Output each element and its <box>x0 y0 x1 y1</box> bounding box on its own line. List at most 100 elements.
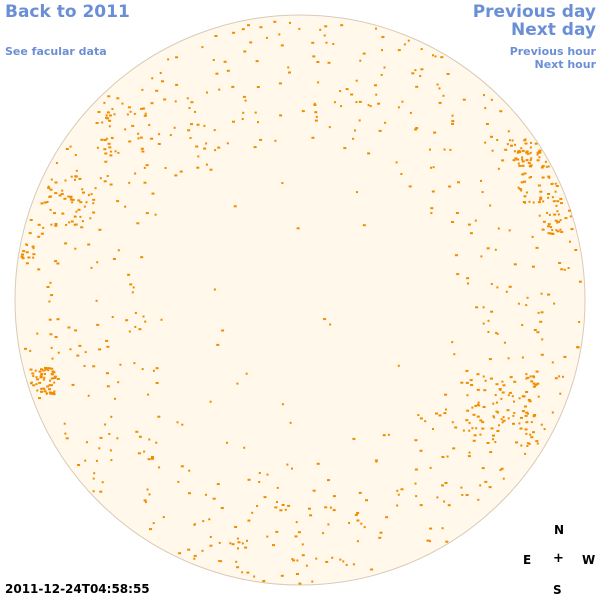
facula-speck <box>272 544 275 547</box>
facula-speck <box>524 414 528 417</box>
facula-speck <box>521 164 525 167</box>
compass-west-label: W <box>582 553 596 567</box>
facula-speck <box>137 452 141 455</box>
facula-speck <box>77 464 81 466</box>
facula-speck <box>420 48 423 51</box>
facula-speck <box>546 211 549 214</box>
facula-speck <box>114 150 117 153</box>
facula-speck <box>69 348 72 351</box>
facula-speck <box>538 156 541 159</box>
facula-speck <box>69 145 72 148</box>
facula-speck <box>295 521 298 524</box>
facula-speck <box>316 462 320 465</box>
facula-speck <box>92 477 95 480</box>
facula-speck <box>533 414 537 416</box>
facula-speck <box>193 557 196 560</box>
facula-speck <box>358 100 362 103</box>
facula-speck <box>133 362 136 365</box>
facula-speck <box>444 393 448 396</box>
facula-speck <box>247 478 251 481</box>
facula-speck <box>68 221 71 224</box>
facula-speck <box>441 484 444 487</box>
facula-speck <box>126 113 129 116</box>
facula-speck <box>135 430 139 433</box>
facula-speck <box>177 480 180 483</box>
facula-speck <box>473 434 477 437</box>
facula-speck <box>175 83 179 86</box>
back-to-year-link[interactable]: Back to 2011 <box>5 2 130 22</box>
facula-speck <box>296 559 299 562</box>
facula-speck <box>557 220 561 223</box>
facula-speck <box>21 253 24 256</box>
facula-speck <box>540 166 544 169</box>
facula-speck <box>471 406 474 409</box>
facula-speck <box>530 141 532 144</box>
facula-speck <box>378 536 382 539</box>
facula-speck <box>502 384 506 387</box>
facula-speck <box>173 126 176 129</box>
facula-speck <box>152 522 155 525</box>
facula-speck <box>492 402 495 405</box>
facula-speck <box>492 434 495 437</box>
facula-speck <box>465 494 469 496</box>
facula-speck <box>352 563 355 566</box>
see-facular-data-link[interactable]: See facular data <box>5 45 107 58</box>
facula-speck <box>477 403 479 406</box>
facula-speck <box>397 49 401 52</box>
facula-speck <box>174 174 178 177</box>
facula-speck <box>547 165 550 168</box>
facula-speck <box>525 373 528 376</box>
facula-speck <box>99 436 103 439</box>
facula-speck <box>523 180 527 183</box>
facula-speck <box>158 466 161 469</box>
facula-speck <box>53 381 56 384</box>
facula-speck <box>54 336 58 338</box>
facula-speck <box>513 400 515 403</box>
facula-speck <box>29 219 33 221</box>
facula-speck <box>29 349 32 352</box>
facula-speck <box>556 230 560 233</box>
facula-speck <box>169 134 172 137</box>
facula-speck <box>266 535 269 538</box>
previous-hour-link[interactable]: Previous hour <box>509 45 596 58</box>
facula-speck <box>100 138 104 141</box>
facula-speck <box>528 176 531 179</box>
facula-speck <box>142 107 146 110</box>
facula-speck <box>513 380 517 383</box>
facula-speck <box>259 26 263 29</box>
facula-speck <box>548 213 551 216</box>
facula-speck <box>352 137 355 140</box>
facula-speck <box>179 170 183 173</box>
facula-speck <box>21 257 25 260</box>
facula-speck <box>339 90 342 93</box>
facula-speck <box>279 114 283 117</box>
facula-speck <box>116 97 120 100</box>
facula-speck <box>243 446 246 449</box>
facula-speck <box>578 321 581 323</box>
facula-speck <box>103 180 107 183</box>
facula-speck <box>75 210 78 213</box>
facula-speck <box>482 306 485 309</box>
facula-speck <box>151 192 155 195</box>
facula-speck <box>138 435 142 438</box>
facula-speck <box>288 71 291 74</box>
facula-speck <box>449 148 452 151</box>
facula-speck <box>83 365 86 367</box>
facula-speck <box>36 332 39 335</box>
facula-speck <box>51 367 54 370</box>
next-hour-link[interactable]: Next hour <box>534 58 597 71</box>
facula-speck <box>108 146 112 149</box>
facula-speck <box>236 382 239 385</box>
facula-speck <box>462 429 465 432</box>
facula-speck <box>556 200 560 203</box>
facula-speck <box>218 88 221 91</box>
facula-speck <box>256 86 260 88</box>
facula-speck <box>483 94 485 97</box>
facula-speck <box>87 394 90 397</box>
next-day-link[interactable]: Next day <box>511 20 596 40</box>
facula-speck <box>492 438 494 441</box>
facula-speck <box>124 128 127 131</box>
previous-day-link[interactable]: Previous day <box>472 2 596 22</box>
facula-speck <box>148 124 151 126</box>
compass-north-label: N <box>554 523 565 537</box>
